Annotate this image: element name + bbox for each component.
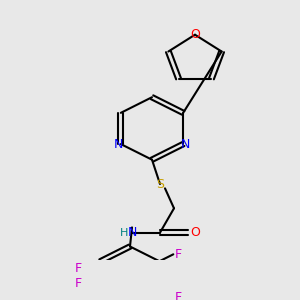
Text: N: N <box>181 138 190 151</box>
Text: F: F <box>175 291 182 300</box>
Text: N: N <box>114 138 124 151</box>
Text: N: N <box>127 226 137 239</box>
Text: F: F <box>75 277 82 290</box>
Text: O: O <box>190 226 200 239</box>
Text: S: S <box>156 178 164 190</box>
Text: O: O <box>190 28 200 41</box>
Text: F: F <box>175 248 182 261</box>
Text: F: F <box>75 262 82 275</box>
Text: H: H <box>120 228 128 238</box>
